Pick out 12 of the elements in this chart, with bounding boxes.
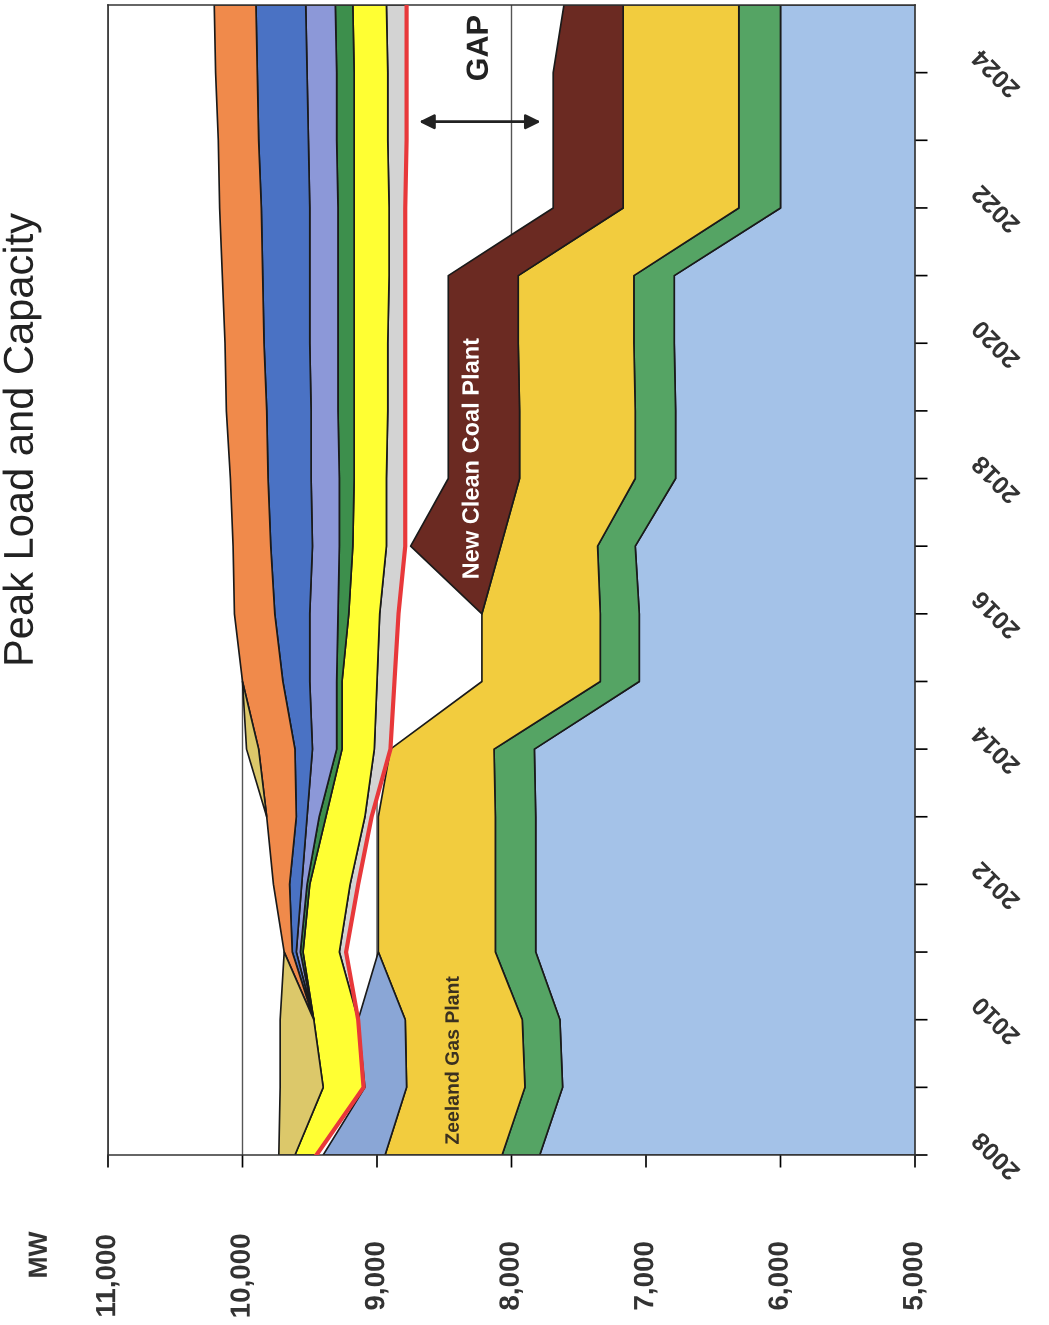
x-tick-label: 9,000	[364, 1242, 389, 1310]
x-tick-label: 11,000	[95, 1235, 120, 1316]
x-tick-label: 8,000	[499, 1242, 523, 1310]
text: Peak Load and Capacity	[2, 213, 42, 664]
x-tick-label: 6,000	[768, 1242, 792, 1310]
x-tick-label: 7,000	[633, 1242, 658, 1310]
text: MW	[28, 1231, 47, 1277]
annotation: GAP	[466, 16, 489, 80]
x-tick-label: 5,000	[902, 1242, 927, 1310]
series-label: New Clean Coal Plant	[461, 338, 479, 578]
series-label: Zeeland Gas Plant	[444, 976, 459, 1145]
x-tick-label: 10,000	[230, 1234, 254, 1317]
